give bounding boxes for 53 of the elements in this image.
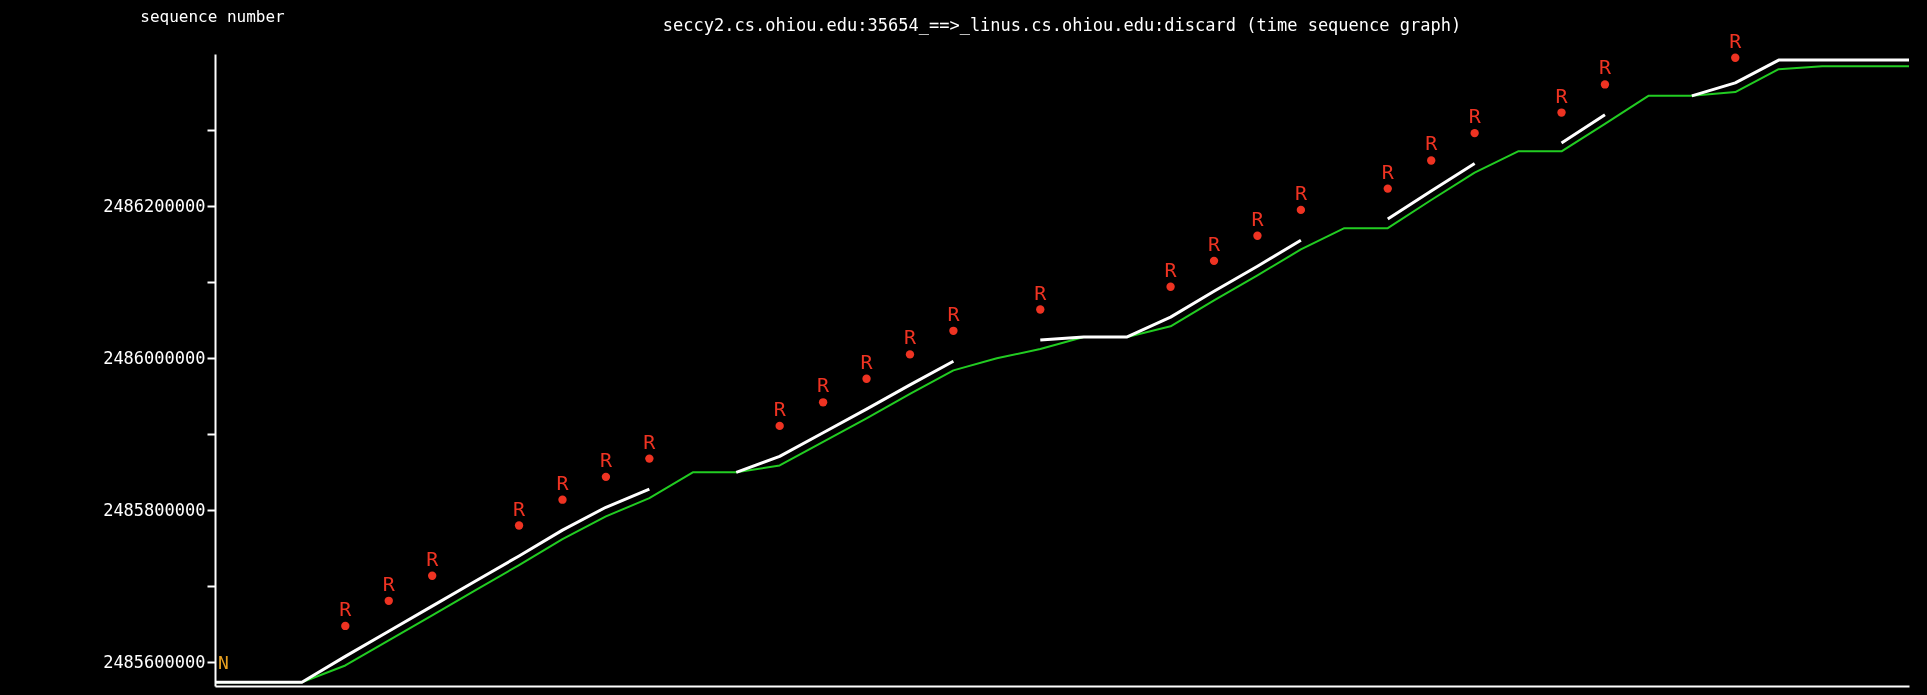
data-label: R: [339, 596, 353, 621]
data-label: R: [1294, 180, 1308, 205]
data-label: R: [1555, 83, 1569, 108]
data-label: R: [643, 429, 657, 454]
point: [818, 398, 828, 407]
data-label: R: [1729, 28, 1743, 53]
data-label: R: [513, 496, 527, 521]
point: [341, 621, 350, 631]
point: [1166, 282, 1175, 291]
data-label: R: [1034, 280, 1048, 305]
point: [558, 495, 567, 504]
point: [1383, 184, 1392, 193]
data-label: R: [903, 325, 917, 350]
point: [1296, 205, 1306, 215]
data-label: R: [773, 396, 787, 421]
data-label: R: [382, 571, 396, 596]
point: [1600, 80, 1610, 89]
y-axis-title: sequence number: [140, 6, 286, 26]
chart-title: seccy2.cs.ohiou.edu:35654_==>_linus.cs.ohiou.edu:discard (time sequence graph): [662, 15, 1462, 35]
point: [384, 596, 393, 605]
point: [601, 472, 611, 482]
data-label: R: [1381, 159, 1395, 184]
data-label: R: [1598, 55, 1612, 80]
point: [645, 454, 654, 463]
point: [775, 421, 784, 431]
data-label: R: [1425, 131, 1439, 156]
y-tick-label: 2485600000: [103, 651, 206, 672]
data-label: R: [1468, 104, 1482, 129]
y-tick-label: 2486000000: [103, 347, 206, 368]
point: [1557, 108, 1566, 117]
data-label: R: [426, 546, 440, 571]
point: [1209, 256, 1219, 266]
point: [1427, 156, 1436, 165]
point: [428, 571, 437, 580]
point: [905, 350, 915, 359]
y-tick-label: 2486200000: [103, 195, 206, 216]
point: [514, 521, 524, 530]
data-label: R: [1164, 257, 1178, 282]
point: [1470, 128, 1479, 138]
point: [1253, 231, 1262, 240]
data-label: R: [1251, 206, 1265, 231]
annotation: N: [218, 652, 229, 673]
point: [862, 374, 871, 383]
data-label: R: [599, 447, 613, 472]
data-label: R: [947, 301, 961, 326]
data-label: R: [817, 373, 831, 398]
point: [1036, 305, 1045, 314]
data-label: R: [556, 470, 570, 495]
point: [949, 326, 958, 336]
data-label: R: [1208, 231, 1221, 256]
y-tick-label: 2485800000: [103, 499, 206, 520]
point: [1731, 53, 1740, 62]
data-label: R: [860, 349, 874, 374]
